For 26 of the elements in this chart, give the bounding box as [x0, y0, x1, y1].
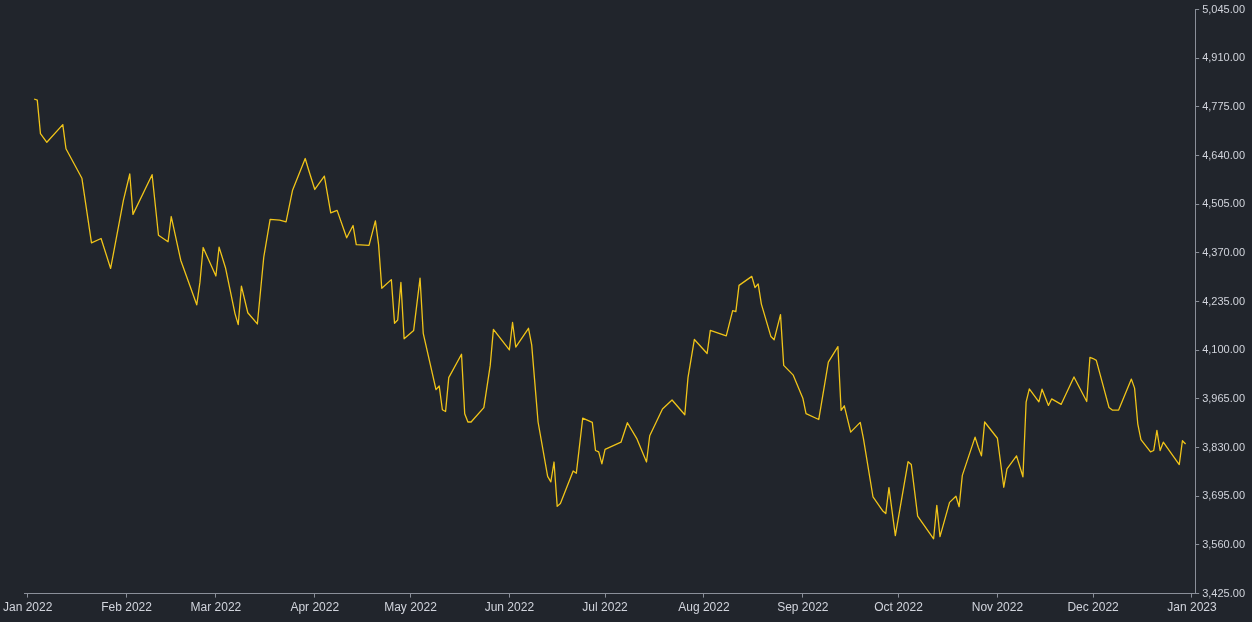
y-tick-label: 3,965.00	[1202, 391, 1246, 404]
y-tick-label: 3,425.00	[1202, 586, 1246, 599]
x-tick-label: Jul 2022	[582, 600, 629, 615]
x-tick-label: Apr 2022	[290, 600, 340, 615]
x-tick-label: Oct 2022	[874, 600, 924, 615]
y-tick-label: 4,775.00	[1202, 99, 1246, 112]
y-tick-label: 4,505.00	[1202, 197, 1246, 210]
x-tick-label: Aug 2022	[678, 600, 730, 615]
y-tick-label: 3,560.00	[1202, 537, 1246, 550]
x-tick-label: Jun 2022	[484, 600, 535, 615]
x-tick-label: Feb 2022	[101, 600, 153, 615]
x-tick-label: Dec 2022	[1067, 600, 1120, 615]
y-tick-label: 4,235.00	[1202, 294, 1246, 307]
x-tick-label: Nov 2022	[971, 600, 1024, 615]
x-tick-label: Jan 2023	[1167, 600, 1217, 615]
y-tick-label: 4,370.00	[1202, 245, 1246, 258]
y-tick-label: 3,695.00	[1202, 489, 1246, 502]
x-tick-label: May 2022	[384, 600, 438, 615]
y-tick-label: 4,640.00	[1202, 148, 1246, 161]
x-tick-label: Sep 2022	[777, 600, 829, 615]
x-tick-label: Mar 2022	[190, 600, 242, 615]
x-tick-label: Jan 2022	[3, 600, 53, 615]
y-tick-label: 4,100.00	[1202, 343, 1246, 356]
y-tick-label: 5,045.00	[1202, 2, 1246, 15]
y-tick-label: 3,830.00	[1202, 440, 1246, 453]
y-tick-label: 4,910.00	[1202, 51, 1246, 64]
